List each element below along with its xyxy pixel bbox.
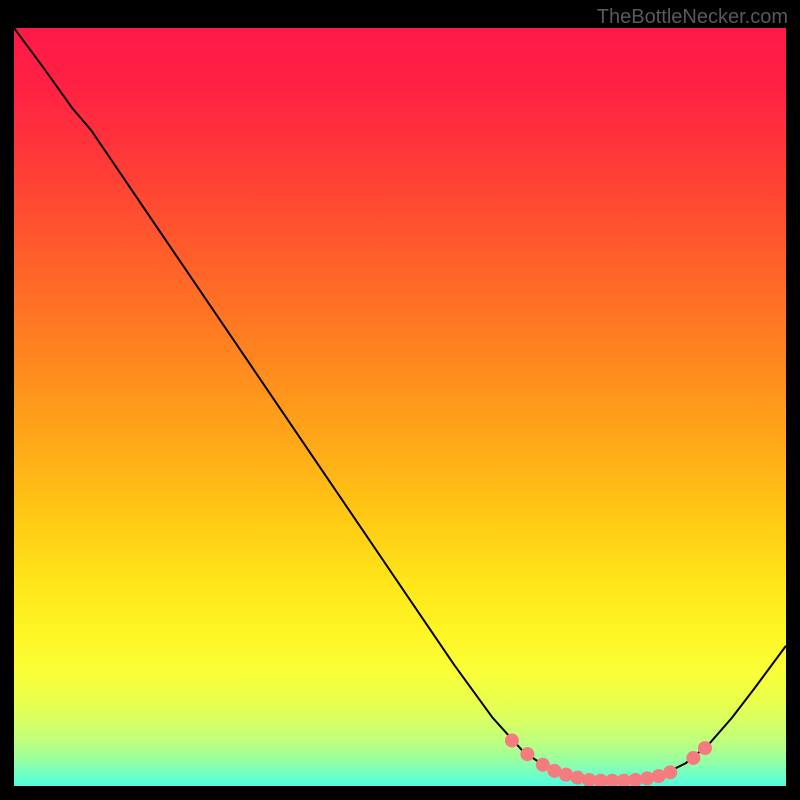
chart-svg [14,28,786,786]
chart-marker [505,734,519,748]
chart-marker [698,741,712,755]
watermark-text: TheBottleNecker.com [597,6,788,29]
chart-marker [520,747,534,761]
chart-marker [640,771,654,785]
chart-marker [663,765,677,779]
chart-marker [571,771,585,785]
chart-marker [686,751,700,765]
chart-container [14,28,786,786]
chart-background [14,28,786,786]
